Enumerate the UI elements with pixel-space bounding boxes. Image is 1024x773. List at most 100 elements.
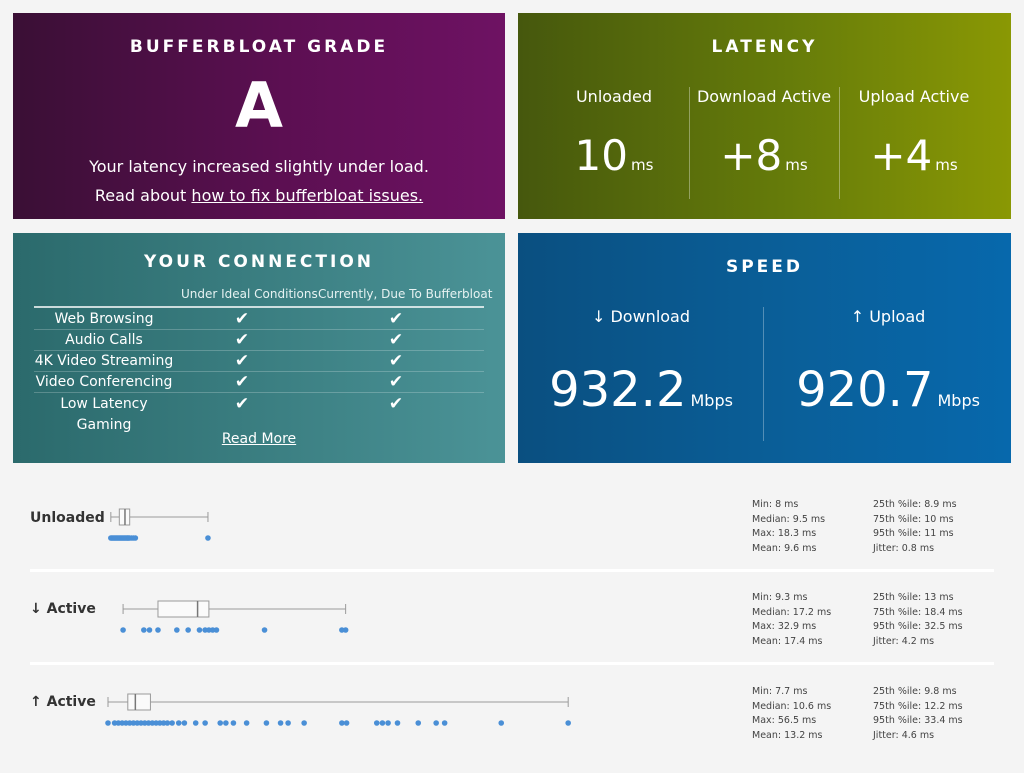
fix-bufferbloat-link[interactable]: how to fix bufferbloat issues. xyxy=(191,186,424,205)
sample-dot xyxy=(263,720,270,726)
speed-upload: ↑ Upload 920.7 Mbps xyxy=(773,307,1003,430)
latency-upload-value: +4 xyxy=(870,131,933,180)
header-current-bufferbloat: Currently, Due To Bufferbloat xyxy=(318,287,493,301)
stat-p95: 95th %ile: 33.4 ms xyxy=(873,715,963,727)
sample-dot xyxy=(565,720,571,726)
check-icon: ✔ xyxy=(234,309,250,329)
stat-p25: 25th %ile: 13 ms xyxy=(873,592,954,603)
sample-dot xyxy=(373,720,380,726)
grade-line-2-prefix: Read about xyxy=(94,186,192,205)
sample-dot xyxy=(301,720,307,726)
grade-line-2: Read about how to fix bufferbloat issues… xyxy=(13,181,505,210)
sample-dot xyxy=(261,627,268,633)
upload-unit: Mbps xyxy=(937,391,980,410)
sample-dot xyxy=(202,720,208,726)
check-icon: ✔ xyxy=(234,372,250,392)
distribution-unloaded: Unloaded Min: 8 ms Median: 9.5 ms Max: 1… xyxy=(0,488,1024,578)
sample-dot xyxy=(146,627,153,633)
sample-dot xyxy=(196,627,203,633)
stat-mean: Mean: 13.2 ms xyxy=(752,730,823,742)
sample-dot xyxy=(169,720,175,726)
stat-p95: 95th %ile: 11 ms xyxy=(873,528,954,540)
stat-p25: 25th %ile: 8.9 ms xyxy=(873,499,957,510)
header-ideal-conditions: Under Ideal Conditions xyxy=(181,287,318,301)
your-connection-card: YOUR CONNECTION Under Ideal Conditions C… xyxy=(13,233,505,463)
latency-download-unit: ms xyxy=(785,156,808,174)
sample-dot xyxy=(433,720,439,726)
stat-jitter: Jitter: 4.2 ms xyxy=(873,636,935,648)
sample-dot xyxy=(141,627,147,633)
grade-description: Your latency increased slightly under lo… xyxy=(13,152,505,210)
latency-unloaded-value-wrap: 10 ms xyxy=(539,131,689,190)
grade-line-1: Your latency increased slightly under lo… xyxy=(89,157,429,176)
stats-left: Min: 9.3 ms Median: 17.2 ms Max: 32.9 ms… xyxy=(752,591,831,650)
grade-title: BUFFERBLOAT GRADE xyxy=(129,37,389,57)
latency-download-value-wrap: +8 ms xyxy=(689,131,839,190)
stats-right: 25th %ile: 13 ms 75th %ile: 18.4 ms 95th… xyxy=(873,591,963,650)
speed-card: SPEED ↓ Download 932.2 Mbps ↑ Upload 920.… xyxy=(518,233,1011,463)
check-icon: ✔ xyxy=(388,394,404,414)
sample-dot xyxy=(441,720,448,726)
stats-right: 25th %ile: 8.9 ms 75th %ile: 10 ms 95th … xyxy=(873,498,957,557)
distribution-download-active: ↓ Active Min: 9.3 ms Median: 17.2 ms Max… xyxy=(0,581,1024,671)
sample-dot xyxy=(243,720,250,726)
latency-unloaded-label: Unloaded xyxy=(575,87,653,106)
check-icon: ✔ xyxy=(388,372,404,392)
stat-max: Max: 18.3 ms xyxy=(752,528,817,540)
connection-row-web-browsing: Web Browsing ✔ ✔ xyxy=(34,309,484,330)
latency-download-active: Download Active +8 ms xyxy=(689,87,839,199)
latency-upload-value-wrap: +4 ms xyxy=(839,131,989,190)
stat-median: Median: 9.5 ms xyxy=(752,513,826,525)
stat-p75: 75th %ile: 10 ms xyxy=(873,513,954,525)
upload-value-wrap: 920.7 Mbps xyxy=(773,361,1003,430)
distribution-label: ↑ Active xyxy=(30,694,96,710)
box-iqr xyxy=(127,693,151,711)
sample-dot xyxy=(185,627,191,633)
download-value: 932.2 xyxy=(549,362,687,418)
sample-dot xyxy=(343,720,350,726)
sample-dot xyxy=(105,720,111,726)
download-value-wrap: 932.2 Mbps xyxy=(526,361,756,430)
check-icon: ✔ xyxy=(388,309,404,329)
check-icon: ✔ xyxy=(388,330,404,350)
sample-dot xyxy=(223,720,229,726)
row-name: Video Conferencing xyxy=(35,374,173,390)
speed-title: SPEED xyxy=(725,257,804,277)
sample-dot xyxy=(230,720,237,726)
download-label: ↓ Download xyxy=(591,307,691,326)
sample-dot xyxy=(498,720,505,726)
distribution-label: ↓ Active xyxy=(30,601,96,617)
connection-row-low-latency-gaming: Low Latency Gaming ✔ ✔ xyxy=(34,394,484,433)
stat-p75: 75th %ile: 12.2 ms xyxy=(873,700,963,712)
latency-divider xyxy=(839,87,840,199)
sample-dot xyxy=(174,627,180,633)
stat-mean: Mean: 9.6 ms xyxy=(752,543,817,555)
stat-p95: 95th %ile: 32.5 ms xyxy=(873,621,963,633)
sample-dot xyxy=(217,720,224,726)
sample-dot xyxy=(155,627,161,633)
stats-left: Min: 7.7 ms Median: 10.6 ms Max: 56.5 ms… xyxy=(752,685,831,744)
row-name: Low Latency Gaming xyxy=(60,396,148,433)
latency-title: LATENCY xyxy=(711,37,818,57)
connection-title: YOUR CONNECTION xyxy=(143,252,375,272)
sample-dot xyxy=(205,535,211,541)
row-separator xyxy=(30,569,994,572)
speed-download: ↓ Download 932.2 Mbps xyxy=(526,307,756,430)
box-iqr xyxy=(157,600,210,618)
check-icon: ✔ xyxy=(234,330,250,350)
connection-row-audio-calls: Audio Calls ✔ ✔ xyxy=(34,330,484,351)
stat-median: Median: 10.6 ms xyxy=(752,700,832,712)
check-icon: ✔ xyxy=(234,394,250,414)
stat-max: Max: 56.5 ms xyxy=(752,715,817,727)
stat-min: Min: 8 ms xyxy=(752,499,799,510)
read-more-link[interactable]: Read More xyxy=(221,431,297,447)
upload-value: 920.7 xyxy=(796,362,934,418)
distribution-upload-active: ↑ Active Min: 7.7 ms Median: 10.6 ms Max… xyxy=(0,675,1024,765)
latency-divider xyxy=(689,87,690,199)
stats-left: Min: 8 ms Median: 9.5 ms Max: 18.3 ms Me… xyxy=(752,498,825,557)
check-icon: ✔ xyxy=(234,351,250,371)
latency-card: LATENCY Unloaded 10 ms Download Active +8… xyxy=(518,13,1011,219)
sample-dot xyxy=(132,535,139,541)
sample-dot xyxy=(164,720,171,726)
stat-p75: 75th %ile: 18.4 ms xyxy=(873,606,963,618)
